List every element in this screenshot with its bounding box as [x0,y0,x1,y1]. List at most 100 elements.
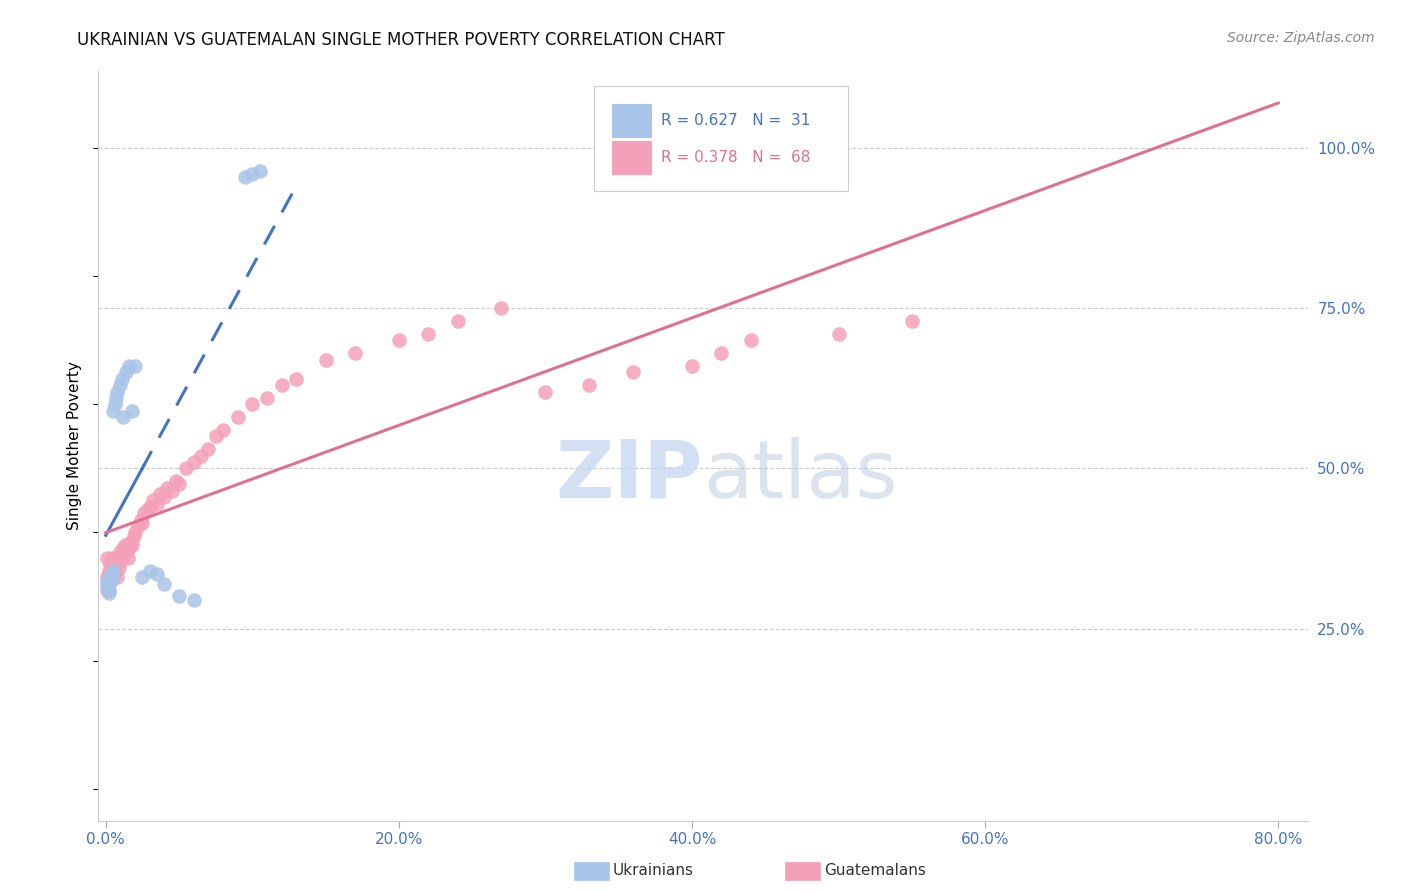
Point [197,442,219,457]
Point [107,384,129,399]
Point [418,326,440,341]
Point [167,590,190,604]
Point [138,564,160,578]
Point [827,326,849,341]
Point [108,560,131,574]
Point [118,359,141,373]
Point [107,558,129,572]
Point [710,346,733,360]
Point [97,564,120,578]
Point [270,378,292,392]
Point [111,372,134,386]
Point [101,558,124,572]
Point [240,397,263,411]
Point [165,474,187,488]
Point [115,544,138,558]
FancyBboxPatch shape [613,103,651,136]
Text: Guatemalans: Guatemalans [824,863,925,878]
Point [112,541,135,556]
Point [97,578,120,592]
Point [129,513,152,527]
Point [446,314,468,328]
Text: ZIP: ZIP [555,437,703,515]
Point [343,346,366,360]
Point [115,365,138,379]
Point [740,334,762,348]
Point [100,551,122,566]
Point [96,576,118,591]
Point [122,529,145,543]
Point [256,391,278,405]
Point [101,564,124,578]
Point [98,570,121,584]
Point [131,570,153,584]
Point [97,583,120,598]
Point [315,352,337,367]
Point [176,461,198,475]
Point [103,551,125,566]
Point [101,404,124,418]
Point [105,554,128,568]
Point [96,570,118,584]
Point [96,574,118,588]
Point [142,493,165,508]
Point [120,535,142,549]
Point [105,391,128,405]
Point [110,554,132,568]
Point [114,538,136,552]
Point [578,378,600,392]
Point [127,519,149,533]
Point [103,397,125,411]
Point [110,378,132,392]
Point [103,564,125,578]
Point [98,575,121,590]
Point [156,481,179,495]
Point [491,301,513,316]
Point [183,592,205,607]
Point [167,477,190,491]
Point [96,583,118,598]
Point [135,503,157,517]
Point [124,359,146,373]
Point [204,429,226,443]
Point [100,564,122,578]
Text: Source: ZipAtlas.com: Source: ZipAtlas.com [1227,31,1375,45]
Point [285,372,308,386]
Point [121,404,143,418]
Point [226,410,249,425]
Point [100,572,122,586]
Point [240,167,263,181]
Text: R = 0.627   N =  31: R = 0.627 N = 31 [661,112,810,128]
Point [101,570,124,584]
Point [233,169,256,184]
FancyBboxPatch shape [595,87,848,191]
Point [98,558,121,572]
Point [153,576,176,591]
Point [160,483,183,498]
Point [901,314,924,328]
Point [190,449,212,463]
Point [121,538,143,552]
Point [212,423,235,437]
Point [146,567,169,582]
Point [146,497,169,511]
Point [111,551,134,566]
Text: UKRAINIAN VS GUATEMALAN SINGLE MOTHER POVERTY CORRELATION CHART: UKRAINIAN VS GUATEMALAN SINGLE MOTHER PO… [77,31,725,49]
Point [153,490,176,504]
Point [138,500,160,514]
Point [534,384,557,399]
FancyBboxPatch shape [613,141,651,174]
Point [118,541,141,556]
Point [149,487,172,501]
Text: atlas: atlas [703,437,897,515]
Text: R = 0.378   N =  68: R = 0.378 N = 68 [661,150,810,165]
Point [388,334,411,348]
Point [621,365,644,379]
Point [681,359,703,373]
Point [132,506,155,520]
Y-axis label: Single Mother Poverty: Single Mother Poverty [67,361,83,531]
Point [96,580,118,594]
Point [124,525,146,540]
Point [110,544,132,558]
Point [117,551,139,566]
